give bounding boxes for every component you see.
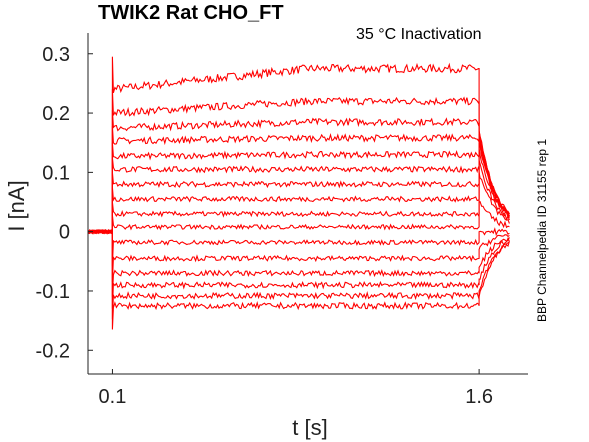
y-tick-label: 0.1 [42,162,70,184]
axes [87,33,528,375]
current-trace-4 [87,126,510,234]
current-trace-13 [87,229,510,297]
current-trace-12 [87,229,510,283]
y-tick-label: 0 [59,222,70,244]
ticks: -0.2 -0.1 0 0.1 0.2 0.3 0.1 1.6 [36,44,493,408]
y-tick-label: -0.1 [36,281,70,303]
x-tick-label: 0.1 [99,386,127,408]
x-axis-label: t [s] [292,415,327,440]
y-tick-label: 0.2 [42,103,70,125]
current-trace-11 [87,227,510,267]
current-trace-9 [87,172,510,234]
current-trace-2 [87,89,510,235]
y-axis-label: I [nA] [4,180,29,231]
plot-area [87,56,510,330]
current-trace-3 [87,110,510,235]
y-tick-label: 0.3 [42,44,70,66]
current-trace-7 [87,148,510,235]
current-trace-14 [87,229,510,309]
current-trace-5 [87,136,510,235]
y-tick-label: -0.2 [36,340,70,362]
side-label: BBP Channelpedia ID 31155 rep 1 [535,139,549,322]
chart-title: TWIK2 Rat CHO_FT [98,2,284,24]
current-trace-1 [87,56,510,234]
x-tick-label: 1.6 [465,386,493,408]
chart-annotation: 35 °C Inactivation [356,26,482,43]
current-trace-6 [87,142,510,235]
current-trace-10 [87,201,510,235]
current-trace-8 [87,160,510,235]
current-trace-15 [87,228,510,320]
current-trace-16 [87,229,510,330]
